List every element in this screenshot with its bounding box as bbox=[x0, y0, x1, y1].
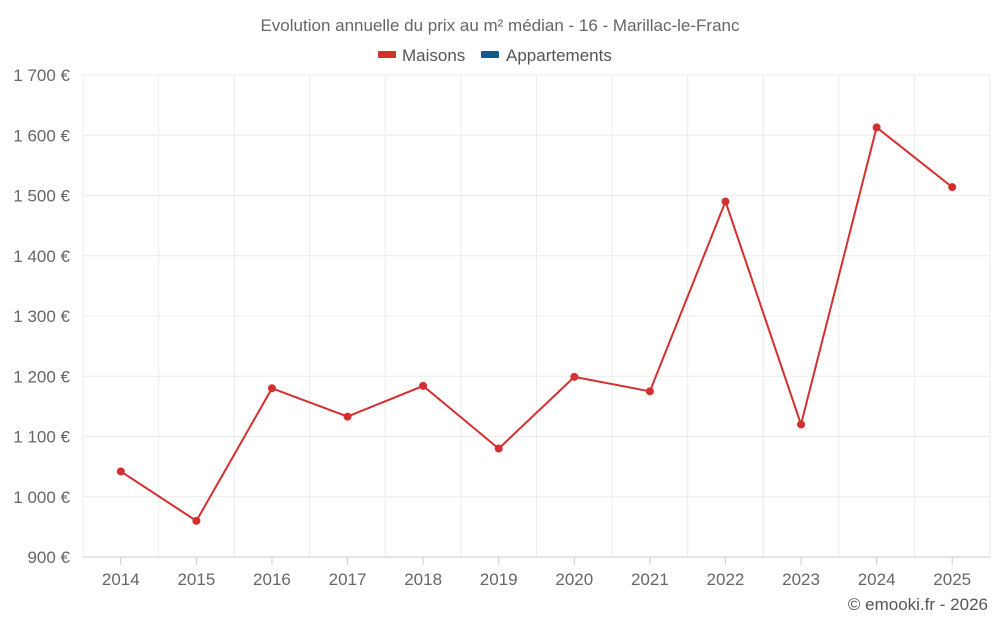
data-point-2023[interactable] bbox=[797, 420, 806, 429]
data-point-2015[interactable] bbox=[192, 516, 201, 525]
data-point-2025[interactable] bbox=[948, 183, 957, 192]
legend-item-maisons[interactable]: Maisons bbox=[378, 46, 465, 65]
data-point-2017[interactable] bbox=[343, 412, 352, 421]
data-point-2021[interactable] bbox=[645, 387, 654, 396]
x-tick-label: 2019 bbox=[480, 570, 518, 589]
legend-swatch-maisons bbox=[378, 51, 396, 58]
series-line-maisons bbox=[119, 126, 954, 522]
axes: 900 € 1 000 € 1 100 € 1 200 € 1 300 € 1 400 €… bbox=[13, 66, 990, 589]
x-tick-label: 2016 bbox=[253, 570, 291, 589]
x-tick-label: 2017 bbox=[329, 570, 367, 589]
x-tick-label: 2023 bbox=[782, 570, 820, 589]
y-tick-label: 1 600 € bbox=[13, 126, 70, 145]
y-tick-label: 900 € bbox=[27, 548, 70, 567]
legend-item-appartements[interactable]: Appartements bbox=[481, 46, 612, 65]
y-tick-label: 1 100 € bbox=[13, 428, 70, 447]
y-tick-label: 1 700 € bbox=[13, 66, 70, 85]
x-tick-label: 2018 bbox=[404, 570, 442, 589]
data-point-2022[interactable] bbox=[721, 197, 730, 206]
data-point-2018[interactable] bbox=[419, 381, 428, 390]
y-tick-label: 1 400 € bbox=[13, 247, 70, 266]
data-point-2019[interactable] bbox=[494, 444, 503, 453]
y-tick-label: 1 200 € bbox=[13, 367, 70, 386]
x-tick-label: 2020 bbox=[555, 570, 593, 589]
y-tick-label: 1 000 € bbox=[13, 488, 70, 507]
chart-title: Evolution annuelle du prix au m² médian … bbox=[260, 16, 740, 35]
x-tick-label: 2024 bbox=[858, 570, 896, 589]
y-tick-label: 1 300 € bbox=[13, 307, 70, 326]
legend: Maisons Appartements bbox=[378, 46, 612, 65]
series-maisons bbox=[116, 123, 957, 525]
y-tick-label: 1 500 € bbox=[13, 187, 70, 206]
data-point-2024[interactable] bbox=[872, 123, 881, 132]
legend-label-appartements: Appartements bbox=[506, 46, 612, 65]
x-tick-label: 2022 bbox=[707, 570, 745, 589]
data-point-2014[interactable] bbox=[116, 467, 125, 476]
credit-text: © emooki.fr - 2026 bbox=[848, 595, 988, 614]
x-tick-label: 2021 bbox=[631, 570, 669, 589]
grid bbox=[82, 74, 991, 557]
data-point-2020[interactable] bbox=[570, 372, 579, 381]
x-tick-label: 2015 bbox=[177, 570, 215, 589]
legend-label-maisons: Maisons bbox=[402, 46, 465, 65]
x-tick-label: 2014 bbox=[102, 570, 140, 589]
x-tick-label: 2025 bbox=[933, 570, 971, 589]
data-point-2016[interactable] bbox=[267, 384, 276, 393]
legend-swatch-appartements bbox=[481, 51, 499, 58]
